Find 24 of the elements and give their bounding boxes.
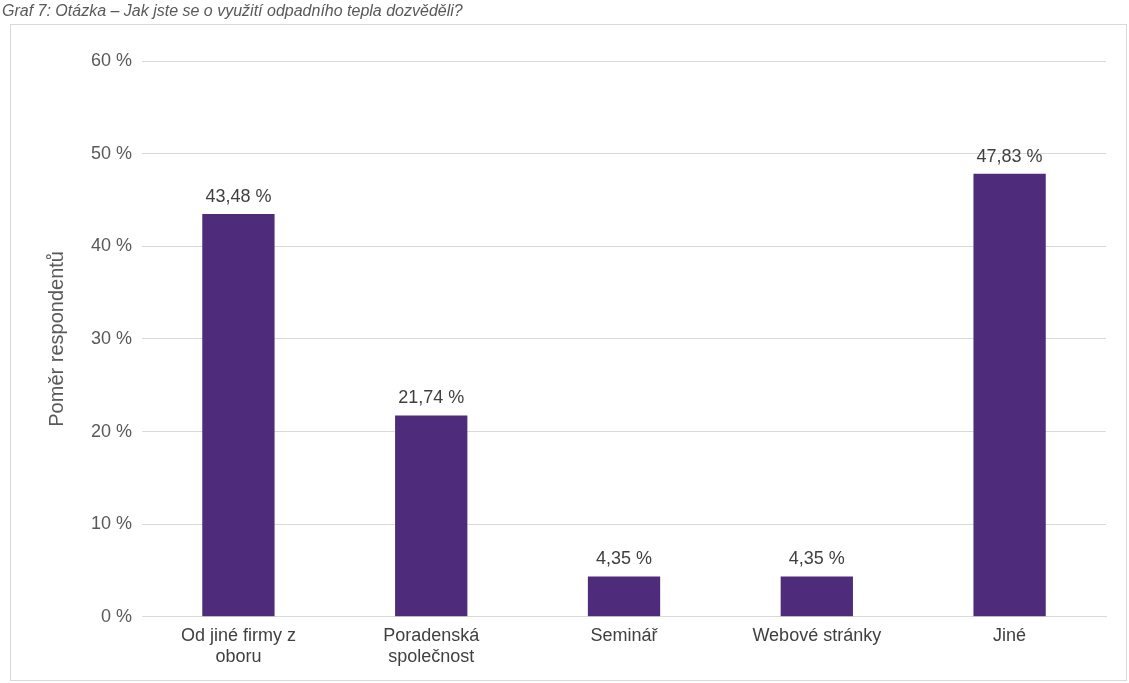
data-label: 4,35 % xyxy=(595,548,653,569)
x-tick-label: Seminář xyxy=(590,624,659,645)
data-label: 4,35 % xyxy=(788,548,845,569)
bar xyxy=(395,415,468,617)
y-axis-title: Poměr respondentů xyxy=(44,251,67,427)
data-label: 43,48 % xyxy=(205,186,272,206)
y-tick-label: 10 % xyxy=(91,513,133,534)
y-tick-label: 30 % xyxy=(91,327,133,348)
x-tick-label: Webové stránky xyxy=(752,624,882,645)
y-tick-label: 50 % xyxy=(91,142,133,163)
x-tick-label: Od jiné firmy z oboru xyxy=(180,624,296,667)
y-tick-label: 40 % xyxy=(91,235,133,256)
data-label: 21,74 % xyxy=(398,387,465,408)
bar xyxy=(202,214,275,617)
y-tick-label: 20 % xyxy=(91,420,133,441)
bar xyxy=(587,576,661,617)
bar xyxy=(780,576,853,617)
chart-title: Graf 7: Otázka – Jak jste se o využití odpadního tepla dozvěděli? xyxy=(1,1,464,21)
bar xyxy=(973,173,1046,617)
y-tick-label: 60 % xyxy=(91,49,133,70)
x-tick-label: Jiné xyxy=(993,624,1027,645)
data-label: 47,83 % xyxy=(976,145,1043,166)
y-tick-label: 0 % xyxy=(101,605,133,626)
x-tick-label: Poradenská společnost xyxy=(383,624,481,667)
